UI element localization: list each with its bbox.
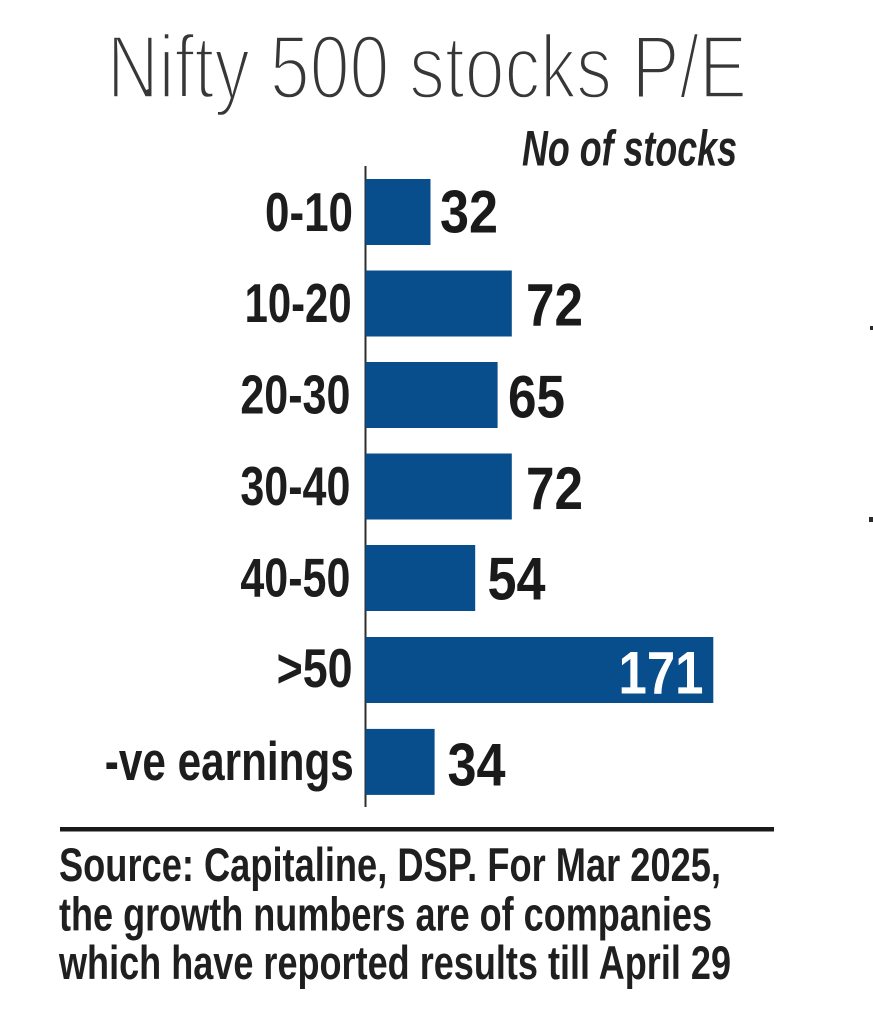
svg-text:Source: Capitaline, DSP. For M: Source: Capitaline, DSP. For Mar 2025,	[59, 839, 721, 892]
svg-text:which have reported results ti: which have reported results till April 2…	[58, 937, 731, 990]
svg-text:No of stocks: No of stocks	[522, 120, 737, 176]
svg-text:20-30: 20-30	[240, 364, 350, 425]
svg-text:the growth numbers are of comp: the growth numbers are of companies	[59, 889, 712, 942]
svg-text:65: 65	[508, 364, 565, 431]
svg-text:34: 34	[448, 731, 507, 798]
svg-text:54: 54	[488, 545, 547, 612]
svg-text:72: 72	[526, 272, 583, 339]
svg-text:72: 72	[526, 455, 583, 522]
svg-text:32: 32	[440, 178, 498, 245]
svg-text:0-10: 0-10	[265, 182, 353, 243]
svg-text:10-20: 10-20	[245, 273, 352, 334]
svg-text:Nifty 500 stocks P/E: Nifty 500 stocks P/E	[107, 18, 747, 118]
svg-text:30-40: 30-40	[240, 456, 350, 517]
svg-text:>50: >50	[277, 638, 353, 699]
svg-text:171: 171	[619, 640, 704, 707]
svg-text:40-50: 40-50	[240, 548, 350, 609]
svg-text:-ve earnings: -ve earnings	[105, 731, 354, 792]
